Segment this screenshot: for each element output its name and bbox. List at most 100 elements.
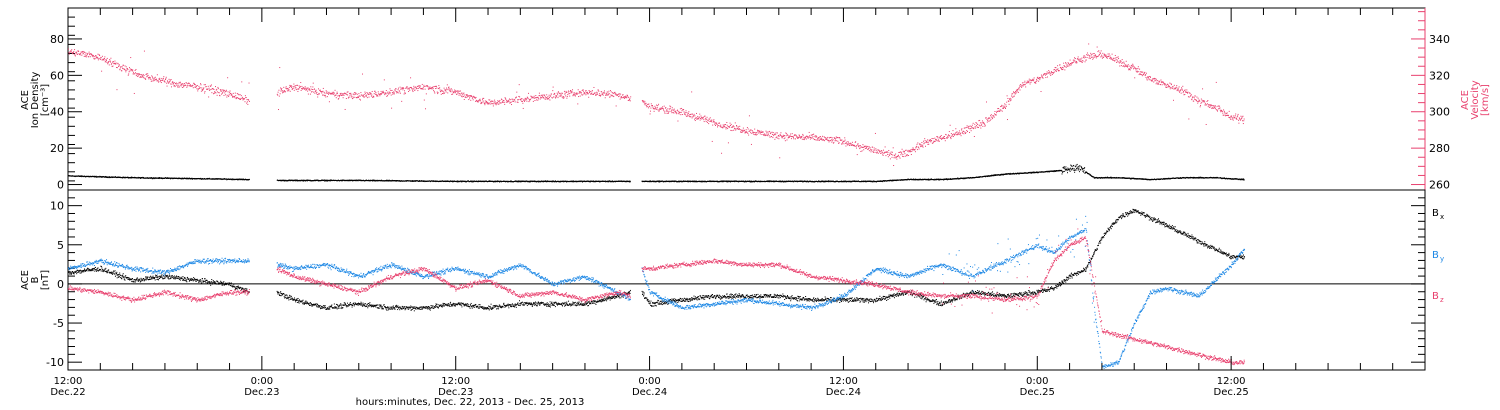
data-point <box>210 85 212 87</box>
data-point <box>469 97 471 99</box>
data-point <box>163 76 165 78</box>
data-point <box>454 89 456 91</box>
data-point <box>142 73 144 75</box>
data-point <box>385 180 387 182</box>
data-point <box>227 95 229 97</box>
data-point <box>337 98 339 100</box>
data-point <box>665 107 667 109</box>
data-point <box>74 49 76 51</box>
data-point <box>359 180 361 182</box>
data-point <box>577 103 579 105</box>
data-point <box>76 54 78 56</box>
data-point <box>727 180 729 182</box>
data-point <box>307 93 309 95</box>
data-point <box>505 98 507 100</box>
data-point <box>146 76 148 78</box>
left-tick-label: 60 <box>50 69 64 82</box>
data-point <box>495 103 497 105</box>
data-point <box>1073 170 1075 172</box>
data-point <box>725 181 727 183</box>
data-point <box>576 93 578 95</box>
data-point <box>147 74 149 76</box>
data-point <box>1063 167 1065 169</box>
data-point <box>247 103 249 105</box>
data-point <box>424 88 426 90</box>
data-point <box>280 179 282 181</box>
data-point <box>231 94 233 96</box>
data-point <box>183 83 185 85</box>
data-point <box>327 180 329 182</box>
data-point <box>717 180 719 182</box>
data-point <box>1055 170 1057 172</box>
data-point <box>229 90 231 92</box>
data-point <box>535 95 537 97</box>
data-point <box>749 180 751 182</box>
data-point <box>1072 168 1074 170</box>
data-point <box>565 90 567 92</box>
data-point <box>530 96 532 98</box>
data-point <box>189 84 191 86</box>
data-point <box>543 97 545 99</box>
data-point <box>451 93 453 95</box>
data-point <box>470 99 472 101</box>
data-point <box>570 89 572 91</box>
data-point <box>421 83 423 85</box>
right-tick-label: 340 <box>1429 33 1450 46</box>
data-point <box>344 92 346 94</box>
data-point <box>642 101 644 103</box>
data-point <box>289 90 291 92</box>
data-point <box>498 101 500 103</box>
data-point <box>106 176 108 178</box>
data-point <box>541 97 543 99</box>
data-point <box>437 88 439 90</box>
data-point <box>523 100 525 102</box>
data-point <box>479 180 481 182</box>
data-point <box>555 96 557 98</box>
data-point <box>97 53 99 55</box>
data-point <box>532 96 534 98</box>
data-point <box>335 97 337 99</box>
data-point <box>561 92 563 94</box>
data-point <box>1069 167 1071 169</box>
data-point <box>863 180 865 182</box>
data-point <box>151 177 153 179</box>
data-point <box>529 180 531 182</box>
data-point <box>647 107 649 109</box>
data-point <box>559 93 561 95</box>
data-point <box>356 93 358 95</box>
data-point <box>563 96 565 98</box>
data-point <box>623 97 625 99</box>
data-point <box>115 63 117 65</box>
data-point <box>112 61 114 63</box>
data-point <box>628 180 630 182</box>
data-point <box>129 70 131 72</box>
data-point <box>76 52 78 54</box>
data-point <box>1030 172 1032 174</box>
data-point <box>1054 170 1056 172</box>
data-point <box>624 97 626 99</box>
data-point <box>947 178 949 180</box>
data-point <box>147 77 149 79</box>
data-point <box>309 89 311 91</box>
data-point <box>483 103 485 105</box>
data-point <box>291 89 293 91</box>
data-point <box>432 88 434 90</box>
data-point <box>326 96 328 98</box>
data-point <box>460 95 462 97</box>
data-point <box>373 96 375 98</box>
data-point <box>1067 169 1069 171</box>
data-point <box>606 94 608 96</box>
data-point <box>174 84 176 86</box>
data-point <box>91 55 93 57</box>
data-point <box>578 91 580 93</box>
data-point <box>1065 168 1067 170</box>
data-point <box>199 87 201 89</box>
data-point <box>1114 177 1116 179</box>
data-point <box>242 99 244 101</box>
data-point <box>1016 172 1018 174</box>
data-point <box>101 176 103 178</box>
data-point <box>200 90 202 92</box>
data-point <box>748 181 750 183</box>
data-point <box>671 112 673 114</box>
data-point <box>132 73 134 75</box>
